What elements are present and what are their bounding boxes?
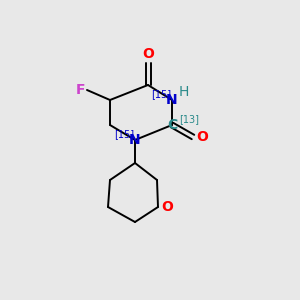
Text: [13]: [13] <box>179 114 199 124</box>
Text: O: O <box>161 200 173 214</box>
Text: [15]: [15] <box>114 129 134 139</box>
Text: [15]: [15] <box>151 89 171 99</box>
Text: C: C <box>167 118 177 132</box>
Text: O: O <box>142 47 154 61</box>
Text: O: O <box>196 130 208 144</box>
Text: N: N <box>129 133 141 147</box>
Text: N: N <box>166 93 178 107</box>
Text: H: H <box>179 85 189 99</box>
Text: F: F <box>76 83 85 97</box>
